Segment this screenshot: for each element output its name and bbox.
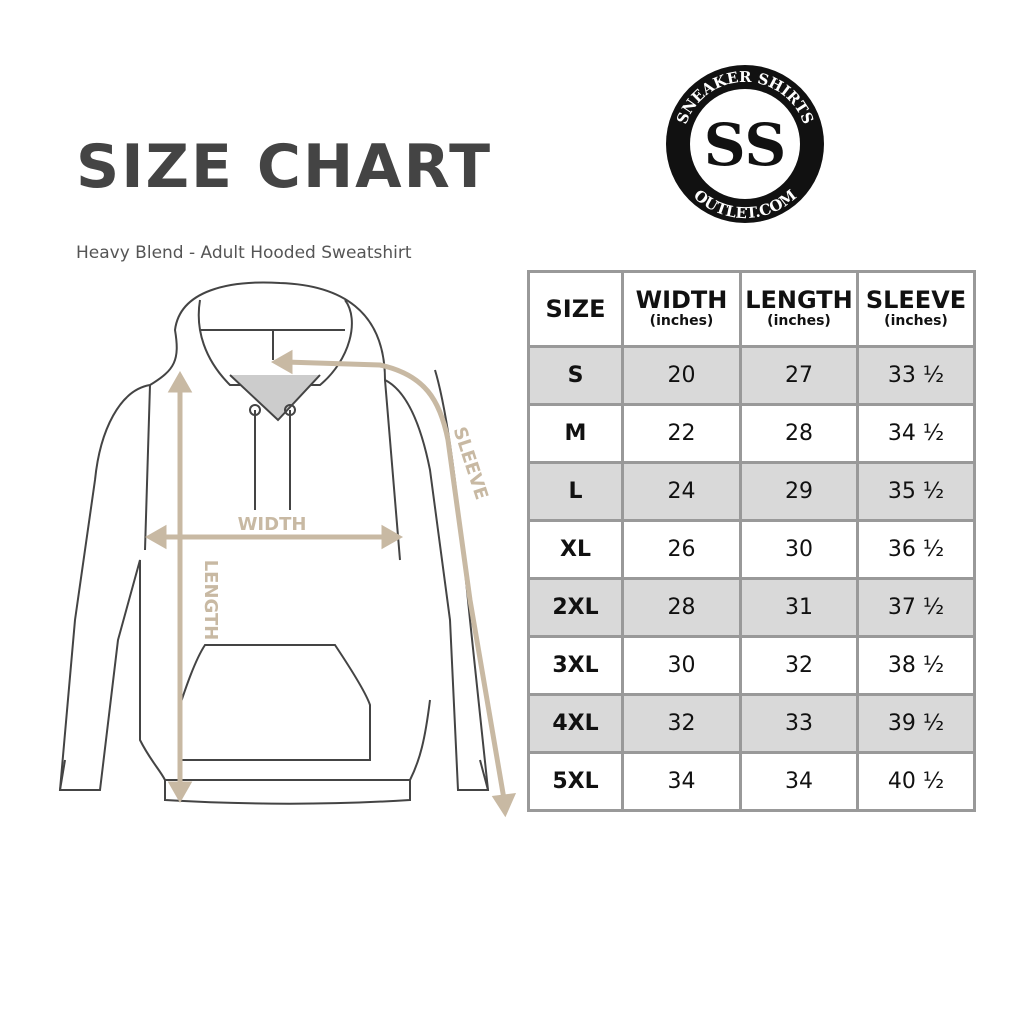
table-row: 3XL 30 32 38 ½: [527, 635, 976, 696]
header-sleeve: SLEEVE (inches): [856, 270, 976, 348]
width-cell: 34: [621, 751, 742, 812]
sleeve-cell: 39 ½: [856, 693, 976, 754]
width-cell: 26: [621, 519, 742, 580]
logo-monogram: SS: [704, 111, 787, 179]
length-cell: 30: [739, 519, 859, 580]
width-cell: 28: [621, 577, 742, 638]
width-cell: 30: [621, 635, 742, 696]
table-row: 5XL 34 34 40 ½: [527, 751, 976, 812]
length-cell: 28: [739, 403, 859, 464]
width-cell: 32: [621, 693, 742, 754]
sleeve-cell: 37 ½: [856, 577, 976, 638]
width-cell: 24: [621, 461, 742, 522]
table-row: 2XL 28 31 37 ½: [527, 577, 976, 638]
table-row: 4XL 32 33 39 ½: [527, 693, 976, 754]
length-cell: 32: [739, 635, 859, 696]
sleeve-cell: 35 ½: [856, 461, 976, 522]
page-title: SIZE CHART: [76, 132, 493, 202]
header-length: LENGTH (inches): [739, 270, 859, 348]
table-row: S 20 27 33 ½: [527, 345, 976, 406]
table-header-row: SIZE WIDTH (inches) LENGTH (inches) SLEEVE…: [527, 270, 976, 348]
size-cell: S: [527, 345, 624, 406]
size-cell: XL: [527, 519, 624, 580]
width-label: WIDTH: [238, 514, 307, 535]
sleeve-cell: 38 ½: [856, 635, 976, 696]
length-cell: 27: [739, 345, 859, 406]
width-cell: 22: [621, 403, 742, 464]
length-cell: 33: [739, 693, 859, 754]
sleeve-cell: 40 ½: [856, 751, 976, 812]
width-cell: 20: [621, 345, 742, 406]
table-row: M 22 28 34 ½: [527, 403, 976, 464]
table-row: L 24 29 35 ½: [527, 461, 976, 522]
sleeve-cell: 34 ½: [856, 403, 976, 464]
hoodie-diagram: WIDTH LENGTH SLEEVE: [58, 281, 517, 818]
size-cell: 2XL: [527, 577, 624, 638]
length-cell: 29: [739, 461, 859, 522]
length-cell: 31: [739, 577, 859, 638]
product-subtitle: Heavy Blend - Adult Hooded Sweatshirt: [76, 243, 412, 263]
size-cell: L: [527, 461, 624, 522]
header-width: WIDTH (inches): [621, 270, 742, 348]
length-label: LENGTH: [200, 560, 221, 641]
header-size: SIZE: [527, 270, 624, 348]
sleeve-cell: 36 ½: [856, 519, 976, 580]
brand-logo: SNEAKER SHIRTS OUTLET.COM SS: [666, 65, 824, 223]
sleeve-cell: 33 ½: [856, 345, 976, 406]
size-cell: 4XL: [527, 693, 624, 754]
size-cell: 3XL: [527, 635, 624, 696]
size-cell: M: [527, 403, 624, 464]
size-table: SIZE WIDTH (inches) LENGTH (inches) SLEEVE…: [527, 270, 976, 812]
table-row: XL 26 30 36 ½: [527, 519, 976, 580]
size-cell: 5XL: [527, 751, 624, 812]
length-cell: 34: [739, 751, 859, 812]
